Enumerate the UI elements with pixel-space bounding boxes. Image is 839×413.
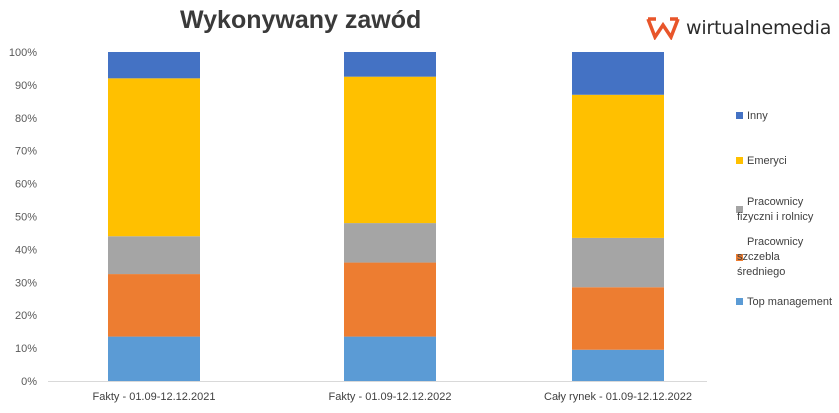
legend-swatch: [736, 112, 743, 119]
legend-label: Top management: [747, 296, 832, 308]
brand-logo: wirtualnemedia: [646, 15, 831, 41]
legend-swatch: [736, 206, 743, 213]
bar-segment-pracownicy-fizyczni-i-rolnicy: [572, 237, 664, 288]
legend-label-line: Pracownicy: [747, 196, 804, 208]
y-tick-label: 90%: [15, 80, 37, 92]
bar-segment-top-management: [108, 336, 200, 381]
brand-name: wirtualnemedia: [686, 17, 832, 39]
legend-label: Pracownicy szczebla średniego: [737, 236, 804, 278]
bar-segment-pracownicy-fizyczni-i-rolnicy: [108, 236, 200, 275]
legend-label: Inny: [747, 110, 768, 122]
legend-label-line: szczebla: [737, 251, 781, 263]
y-tick-label: 70%: [15, 146, 37, 158]
y-tick-label: 30%: [15, 277, 37, 289]
legend-swatch: [736, 254, 743, 261]
bar-segment-pracownicy-fizyczni-i-rolnicy: [344, 223, 436, 263]
legend-label: Pracownicy fizyczni i rolnicy: [737, 196, 814, 223]
y-tick-label: 50%: [15, 212, 37, 224]
y-tick-label: 40%: [15, 244, 37, 256]
bar-segment-inny: [572, 52, 664, 95]
legend-label-line: Pracownicy: [747, 236, 804, 248]
y-tick-label: 20%: [15, 310, 37, 322]
bar-segment-emeryci: [572, 94, 664, 238]
bar-segment-top-management: [572, 349, 664, 381]
legend-label-line: fizyczni i rolnicy: [737, 211, 814, 223]
legend-swatch: [736, 298, 743, 305]
bar-segment-inny: [344, 52, 436, 77]
bar-segment-top-management: [344, 336, 436, 381]
legend-label-line: średniego: [737, 266, 785, 278]
bar-segment-inny: [108, 52, 200, 79]
wm-logo-icon: [646, 17, 680, 40]
bar-segment-pracownicy-szczebla-redniego: [108, 274, 200, 337]
bar-segment-emeryci: [344, 76, 436, 224]
x-tick-label: Fakty - 01.09-12.12.2021: [93, 391, 216, 403]
y-tick-label: 0%: [21, 376, 37, 388]
bar-segment-pracownicy-szczebla-redniego: [344, 262, 436, 337]
y-tick-label: 100%: [9, 47, 37, 59]
x-tick-label: Fakty - 01.09-12.12.2022: [329, 391, 452, 403]
y-tick-label: 10%: [15, 343, 37, 355]
bar-segment-emeryci: [108, 78, 200, 237]
chart-title: Wykonywany zawód: [180, 6, 422, 34]
x-tick-label: Cały rynek - 01.09-12.12.2022: [544, 391, 692, 403]
y-tick-label: 80%: [15, 113, 37, 125]
bar-segment-pracownicy-szczebla-redniego: [572, 287, 664, 350]
legend-swatch: [736, 157, 743, 164]
legend-label: Emeryci: [747, 155, 787, 167]
y-tick-label: 60%: [15, 179, 37, 191]
